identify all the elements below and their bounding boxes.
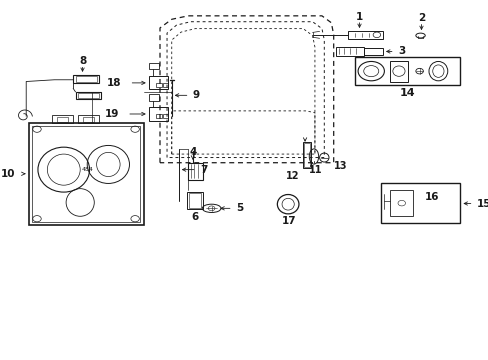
Text: 6: 6 bbox=[191, 212, 198, 222]
Bar bbox=[163, 114, 167, 118]
Bar bbox=[148, 76, 168, 89]
Text: 3: 3 bbox=[397, 46, 405, 57]
Bar bbox=[156, 114, 162, 118]
Text: 7: 7 bbox=[200, 165, 207, 175]
Bar bbox=[347, 31, 382, 39]
Bar bbox=[148, 63, 159, 69]
Bar bbox=[389, 190, 413, 216]
Text: 2: 2 bbox=[417, 13, 424, 23]
Text: 8: 8 bbox=[79, 56, 86, 66]
Bar bbox=[52, 115, 73, 123]
Bar bbox=[73, 75, 99, 82]
Text: 16: 16 bbox=[424, 192, 439, 202]
Text: 17: 17 bbox=[281, 216, 296, 226]
Bar bbox=[335, 47, 364, 55]
Bar bbox=[57, 117, 68, 122]
Bar bbox=[389, 61, 407, 81]
Bar bbox=[303, 143, 309, 167]
Text: 9: 9 bbox=[192, 90, 200, 100]
Text: 18: 18 bbox=[106, 78, 121, 88]
Bar bbox=[32, 126, 140, 222]
Bar bbox=[78, 93, 99, 98]
Bar bbox=[78, 115, 99, 123]
Text: 1: 1 bbox=[355, 12, 363, 22]
Bar bbox=[302, 142, 310, 168]
Bar bbox=[163, 83, 167, 87]
Bar bbox=[188, 163, 203, 180]
Bar bbox=[364, 48, 382, 55]
Text: 12: 12 bbox=[285, 171, 298, 180]
Bar bbox=[28, 123, 143, 225]
Text: 13: 13 bbox=[333, 161, 346, 171]
Text: 4: 4 bbox=[189, 147, 196, 157]
Bar bbox=[75, 76, 97, 81]
Bar bbox=[82, 117, 94, 122]
Bar bbox=[188, 193, 201, 208]
Bar bbox=[354, 57, 460, 85]
Bar bbox=[75, 92, 101, 99]
Text: 15: 15 bbox=[476, 198, 488, 208]
Text: 19: 19 bbox=[104, 109, 119, 119]
Bar bbox=[380, 184, 460, 223]
Text: 14: 14 bbox=[399, 87, 415, 98]
Text: 10: 10 bbox=[1, 169, 16, 179]
Bar bbox=[148, 94, 159, 100]
Bar bbox=[186, 192, 203, 210]
Text: 484: 484 bbox=[81, 167, 93, 172]
Text: 5: 5 bbox=[236, 203, 243, 213]
Bar bbox=[148, 107, 168, 121]
Bar bbox=[156, 83, 162, 87]
Text: 11: 11 bbox=[308, 165, 322, 175]
